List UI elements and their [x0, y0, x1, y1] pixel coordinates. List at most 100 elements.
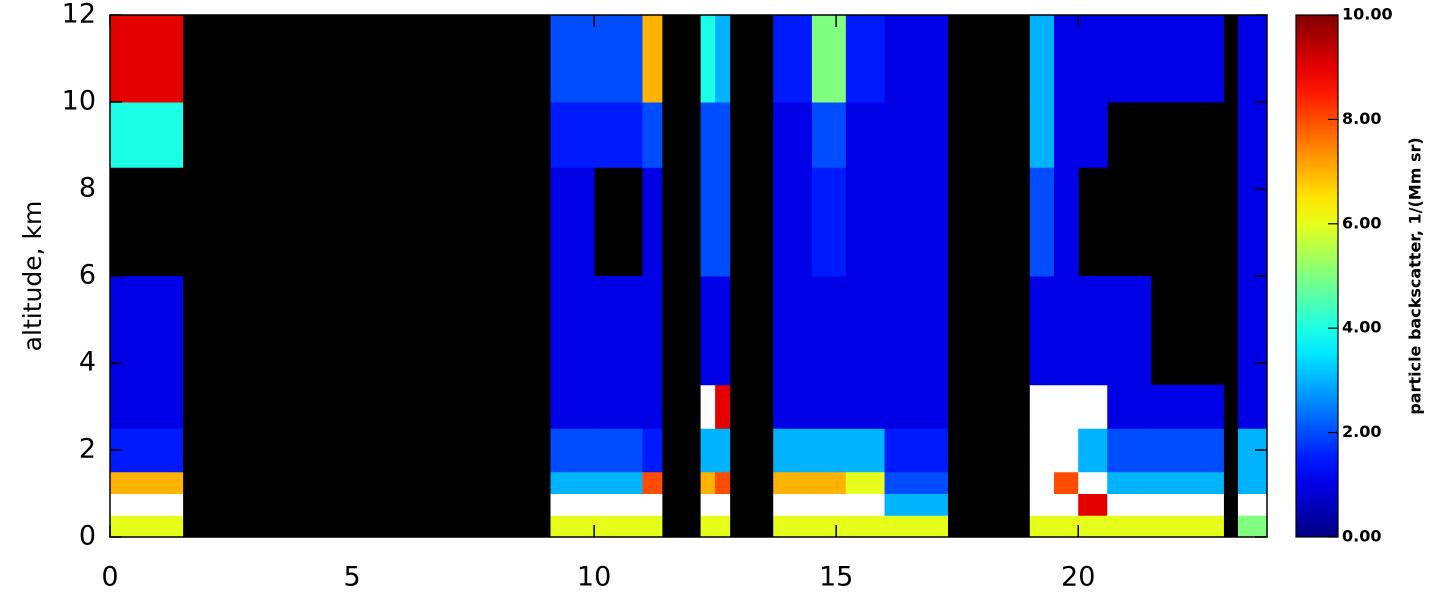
y-tick-label: 10 — [62, 86, 96, 117]
heat-cell — [1107, 471, 1152, 494]
heat-cell — [845, 493, 886, 516]
heat-cell — [884, 515, 948, 538]
heat-cell — [811, 15, 847, 103]
heat-cell — [642, 493, 663, 516]
heat-cell — [811, 167, 847, 277]
colorbar-tick-label: 6.00 — [1342, 213, 1381, 232]
heat-cell — [845, 276, 886, 386]
colorbar-tick-label: 4.00 — [1342, 318, 1381, 337]
heat-cell — [1053, 102, 1079, 168]
heat-cell — [550, 515, 595, 538]
heat-cell — [1053, 471, 1079, 494]
heat-cell — [1150, 15, 1224, 103]
heat-cell — [700, 384, 716, 429]
heat-cell — [1029, 384, 1055, 429]
colorbar-tick-label: 2.00 — [1342, 422, 1381, 441]
y-tick-label: 6 — [79, 260, 96, 291]
heat-cell — [884, 102, 948, 168]
heat-cell — [773, 276, 813, 386]
heat-cell — [550, 428, 595, 473]
heat-cell — [110, 15, 184, 103]
heat-cell — [845, 515, 886, 538]
heat-cell — [1029, 471, 1055, 494]
x-tick-label: 5 — [343, 562, 360, 593]
y-axis-label: altitude, km — [18, 201, 47, 352]
heat-cell — [884, 276, 948, 386]
heat-cell — [845, 471, 886, 494]
heat-cell — [1078, 15, 1108, 103]
heat-cell — [110, 428, 184, 473]
heat-cell — [1053, 493, 1079, 516]
heat-cell — [700, 471, 716, 494]
heat-cell — [642, 15, 663, 103]
heat-cell — [1053, 428, 1079, 473]
heat-cell — [642, 167, 663, 277]
x-tick-label: 15 — [819, 562, 853, 593]
heat-cell — [715, 167, 731, 277]
heat-cell — [642, 384, 663, 429]
heat-cell — [1053, 384, 1079, 429]
heat-cell — [700, 276, 716, 386]
heat-cell — [110, 276, 184, 386]
heat-cell — [1237, 471, 1268, 494]
heat-cell — [700, 515, 716, 538]
heat-cell — [811, 493, 847, 516]
heat-cell — [811, 384, 847, 429]
heat-cell — [1029, 276, 1055, 386]
colorbar — [1295, 14, 1339, 538]
heat-cell — [1078, 471, 1108, 494]
heat-cell — [110, 515, 184, 538]
heat-cell — [700, 102, 716, 168]
heat-cell — [1029, 102, 1055, 168]
heat-cell — [773, 15, 813, 103]
y-tick-label: 8 — [79, 173, 96, 204]
heat-cell — [1237, 15, 1268, 103]
heat-cell — [884, 471, 948, 494]
heat-cell — [1237, 167, 1268, 277]
x-tick-label: 0 — [101, 562, 118, 593]
heat-cell — [715, 515, 731, 538]
heat-cell — [110, 493, 184, 516]
heat-cell — [1029, 493, 1055, 516]
heat-cell — [1237, 384, 1268, 429]
heat-cell — [715, 428, 731, 473]
heat-cell — [773, 471, 813, 494]
heat-cell — [700, 167, 716, 277]
heat-cell — [550, 276, 595, 386]
heat-cell — [110, 471, 184, 494]
heat-cell — [884, 493, 948, 516]
x-tick-label: 10 — [577, 562, 611, 593]
heat-cell — [773, 515, 813, 538]
heat-cell — [1237, 493, 1268, 516]
heat-cell — [1078, 102, 1108, 168]
heat-cell — [594, 471, 644, 494]
heat-cell — [642, 428, 663, 473]
heat-cell — [594, 102, 644, 168]
heat-cell — [715, 276, 731, 386]
heat-cell — [1078, 493, 1108, 516]
heat-cell — [884, 15, 948, 103]
heat-cell — [594, 428, 644, 473]
heat-cell — [594, 15, 644, 103]
colorbar-tick-label: 0.00 — [1342, 527, 1381, 546]
heat-cell — [594, 384, 644, 429]
heat-cell — [1107, 515, 1152, 538]
heat-cell — [1237, 102, 1268, 168]
heat-cell — [773, 102, 813, 168]
heat-cell — [594, 276, 644, 386]
heat-cell — [550, 471, 595, 494]
heat-cell — [1107, 15, 1152, 103]
heat-cell — [1053, 276, 1079, 386]
heat-cell — [642, 102, 663, 168]
heat-cell — [550, 384, 595, 429]
heat-cell — [594, 515, 644, 538]
heat-cell — [550, 15, 595, 103]
heat-cell — [550, 167, 595, 277]
heat-cell — [715, 15, 731, 103]
heat-cell — [1150, 493, 1224, 516]
heat-cell — [1237, 276, 1268, 386]
colorbar-label: particle backscatter, 1/(Mm sr) — [1406, 137, 1425, 414]
heat-cell — [642, 471, 663, 494]
heat-cell — [1078, 515, 1108, 538]
